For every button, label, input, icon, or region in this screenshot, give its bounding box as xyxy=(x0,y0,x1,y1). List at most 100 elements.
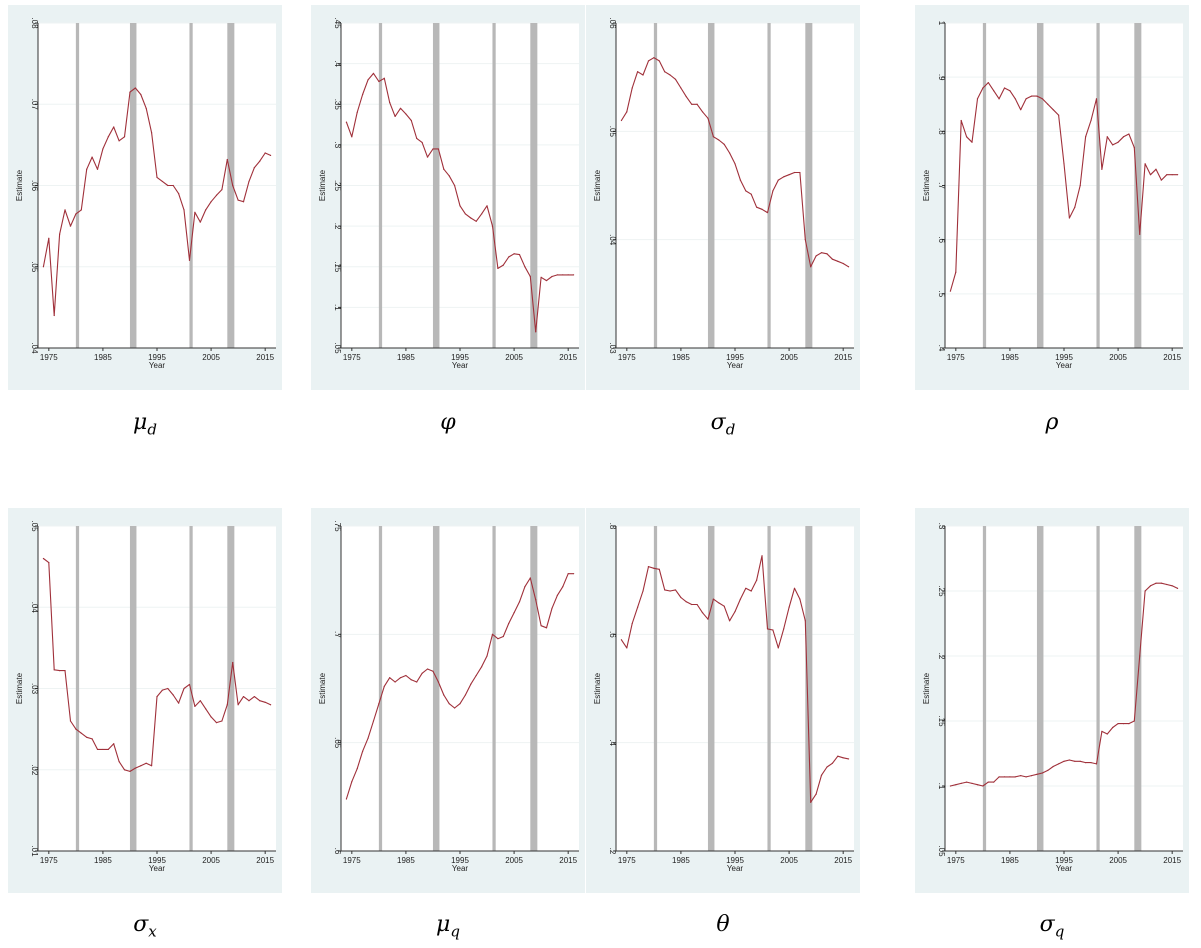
y-tick-label: .05 xyxy=(608,126,617,138)
data-point xyxy=(567,274,569,276)
y-tick-label: .05 xyxy=(333,342,342,354)
data-point xyxy=(150,132,153,134)
data-point xyxy=(1047,103,1049,105)
caption-subscript: q xyxy=(450,922,460,941)
y-axis-label: Estimate xyxy=(15,169,24,201)
data-point xyxy=(685,96,687,98)
recession-bar xyxy=(189,526,193,851)
data-point xyxy=(226,158,228,161)
data-point xyxy=(470,217,472,219)
data-point xyxy=(993,781,995,783)
data-point xyxy=(540,276,542,278)
chart-panel-theta: .2 .4 .6 .8 1975 1985 1995 2005 2015 Year Estimate xyxy=(586,508,860,893)
x-tick-label: 1985 xyxy=(397,353,415,362)
chart-panel-phi: .05 .1 .15 .2 .25 .3 .35 .4 .45 1975 1985 1995 2005 2… xyxy=(311,5,585,390)
data-point xyxy=(437,148,439,150)
y-tick-label: .65 xyxy=(333,737,342,749)
data-point xyxy=(631,622,633,625)
data-point xyxy=(475,674,477,677)
data-point xyxy=(756,579,758,581)
x-axis-label: Year xyxy=(149,864,166,873)
recession-bar xyxy=(767,23,771,348)
data-point xyxy=(102,748,104,751)
data-point xyxy=(508,622,510,625)
data-point xyxy=(976,784,979,786)
data-point xyxy=(540,625,542,627)
data-point xyxy=(1057,763,1060,765)
data-point xyxy=(545,627,548,629)
y-axis-label: Estimate xyxy=(593,169,602,201)
data-point xyxy=(64,670,66,672)
data-point xyxy=(113,743,115,745)
data-point xyxy=(481,666,483,668)
plot-area xyxy=(341,526,579,851)
data-point xyxy=(1074,760,1076,762)
data-point xyxy=(626,647,628,649)
data-point xyxy=(745,587,747,589)
data-point xyxy=(701,111,704,113)
data-point xyxy=(513,612,515,614)
data-point xyxy=(205,708,207,710)
data-point xyxy=(86,168,88,170)
data-point xyxy=(42,557,45,560)
data-point xyxy=(199,700,201,702)
data-point xyxy=(253,696,255,698)
data-point xyxy=(194,211,196,213)
recession-bar xyxy=(805,526,813,851)
data-point xyxy=(535,331,537,333)
x-tick-label: 2015 xyxy=(1163,353,1181,362)
data-point xyxy=(140,93,142,96)
data-point xyxy=(96,748,99,751)
data-point xyxy=(426,156,429,158)
chart-svg-phi: .05 .1 .15 .2 .25 .3 .35 .4 .45 1975 1985 1995 2005 2… xyxy=(318,17,579,370)
data-point xyxy=(529,275,531,278)
data-point xyxy=(123,136,126,138)
data-point xyxy=(167,687,169,690)
data-point xyxy=(1095,98,1098,100)
y-tick-label: .6 xyxy=(937,236,946,243)
y-tick-label: .06 xyxy=(30,180,39,192)
data-point xyxy=(269,704,272,706)
data-point xyxy=(86,736,88,738)
y-tick-label: .1 xyxy=(333,304,342,311)
y-tick-label: .08 xyxy=(30,17,39,29)
data-point xyxy=(497,267,499,269)
data-point xyxy=(80,732,82,734)
data-point xyxy=(145,107,147,109)
data-point xyxy=(107,748,109,751)
data-point xyxy=(949,290,952,292)
x-tick-label: 1975 xyxy=(40,353,58,362)
data-point xyxy=(183,687,185,690)
data-point xyxy=(497,638,499,640)
data-point xyxy=(75,728,77,730)
data-point xyxy=(1085,762,1087,764)
data-point xyxy=(421,141,423,144)
y-tick-label: .2 xyxy=(608,848,617,855)
x-tick-label: 1985 xyxy=(672,353,690,362)
data-point xyxy=(1068,217,1071,219)
caption-symbol: ρ xyxy=(1045,410,1059,435)
data-point xyxy=(253,167,255,169)
data-point xyxy=(1052,109,1054,111)
data-point xyxy=(837,260,839,262)
data-point xyxy=(491,225,494,227)
y-tick-label: .7 xyxy=(333,631,342,638)
x-tick-label: 2015 xyxy=(559,856,577,865)
x-tick-label: 1995 xyxy=(726,353,744,362)
data-point xyxy=(1063,760,1065,762)
caption-subscript: q xyxy=(1054,922,1065,941)
data-point xyxy=(971,782,973,784)
x-tick-label: 2005 xyxy=(505,856,523,865)
data-point xyxy=(718,139,720,141)
data-point xyxy=(1176,174,1179,176)
panel-caption-theta: θ xyxy=(586,912,860,937)
data-point xyxy=(642,590,644,592)
data-point xyxy=(545,279,548,282)
data-point xyxy=(448,175,450,177)
caption-symbol: φ xyxy=(440,410,456,435)
y-tick-label: .2 xyxy=(937,653,946,660)
data-point xyxy=(696,603,698,606)
recession-bar xyxy=(767,526,771,851)
recession-bar xyxy=(982,23,987,348)
data-point xyxy=(1003,776,1006,778)
